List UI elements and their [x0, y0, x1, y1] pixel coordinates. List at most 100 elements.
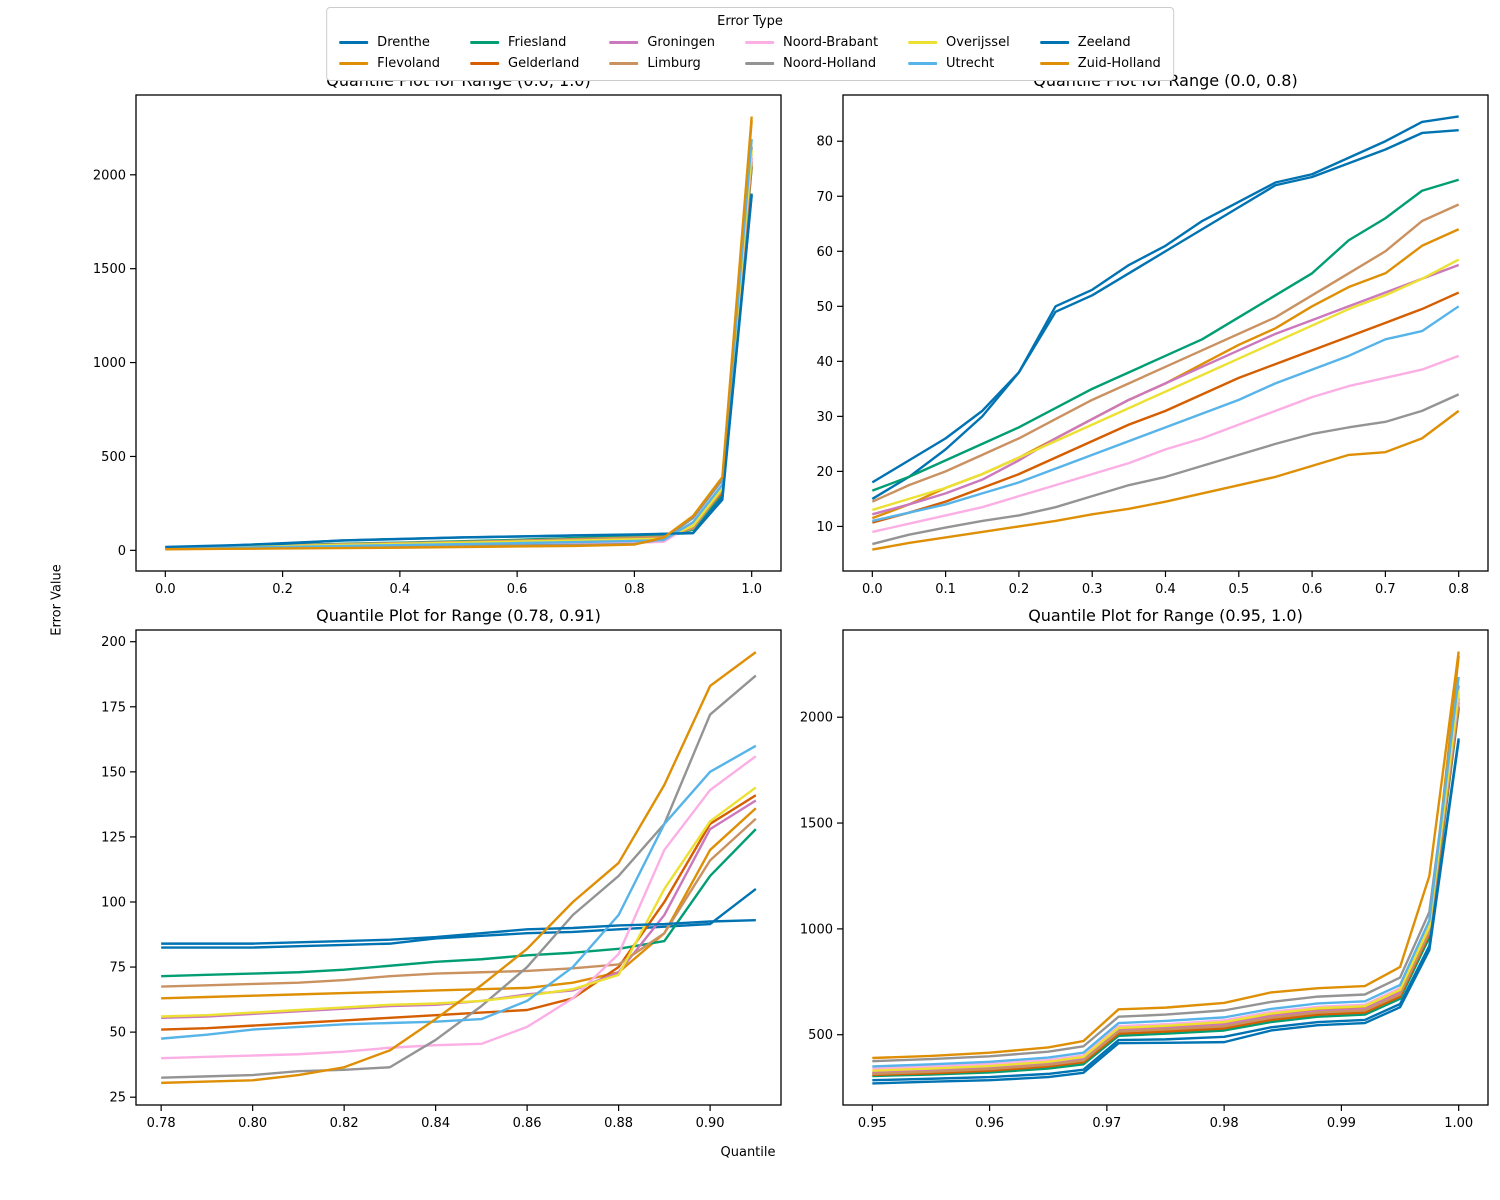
x-tick-label: 0.2 — [272, 582, 293, 597]
series-line-zuid-holland — [872, 651, 1460, 1060]
series-line-utrecht — [165, 139, 753, 550]
series-line-noord-holland — [161, 674, 757, 1079]
x-tick-label: 0.90 — [696, 1116, 725, 1131]
series-line-zeeland — [161, 919, 756, 945]
series-line-noord-brabant — [161, 755, 757, 1060]
y-tick-label: 25 — [109, 1091, 126, 1106]
x-tick-label: 0.5 — [1228, 582, 1249, 597]
legend-swatch-icon — [609, 62, 639, 65]
x-tick-label: 0.95 — [858, 1116, 887, 1131]
series-line-gelderland — [872, 291, 1460, 524]
y-tick-label: 20 — [816, 465, 833, 480]
legend-item-friesland: Friesland — [469, 32, 579, 53]
y-tick-label: 125 — [101, 830, 126, 845]
series-line-flevoland — [161, 807, 757, 1000]
series-line-noord-brabant — [165, 154, 753, 550]
y-tick-label: 150 — [101, 765, 126, 780]
series-line-noord-brabant — [872, 354, 1460, 534]
series-line-gelderland — [165, 165, 753, 550]
series-line-limburg — [871, 203, 1460, 503]
series-line-flevoland — [871, 228, 1460, 520]
x-tick-label: 0.7 — [1375, 582, 1396, 597]
x-tick-label: 0.84 — [421, 1116, 450, 1131]
series-line-friesland — [871, 178, 1460, 492]
legend-swatch-icon — [469, 41, 499, 44]
legend-item-zuid-holland: Zuid-Holland — [1039, 53, 1161, 74]
legend-swatch-icon — [609, 41, 639, 44]
series-line-overijssel — [872, 689, 1460, 1072]
x-axis-label: Quantile — [720, 1145, 776, 1160]
x-tick-label: 0.99 — [1327, 1116, 1356, 1131]
axes-border — [842, 94, 1489, 572]
series-line-zuid-holland — [872, 409, 1460, 551]
series-line-friesland — [161, 828, 757, 978]
legend-item-drenthe: Drenthe — [339, 32, 440, 53]
legend-item-gelderland: Gelderland — [469, 53, 580, 74]
legend-item-flevoland: Flevoland — [339, 53, 440, 74]
y-tick-label: 75 — [109, 961, 126, 976]
y-tick-label: 1500 — [800, 817, 833, 832]
series-line-drenthe — [871, 129, 1459, 500]
y-tick-label: 1500 — [93, 262, 126, 277]
axes-border — [135, 629, 782, 1106]
y-tick-label: 10 — [816, 520, 833, 535]
y-tick-label: 70 — [816, 190, 833, 205]
legend-swatch-icon — [339, 62, 369, 65]
axes-border — [135, 94, 782, 572]
legend-title: Error Type — [717, 14, 783, 29]
x-tick-label: 0.6 — [1302, 582, 1323, 597]
y-tick-label: 40 — [816, 355, 833, 370]
x-tick-label: 0.97 — [1092, 1116, 1121, 1131]
series-line-zeeland — [871, 115, 1459, 484]
legend-label: Friesland — [507, 35, 567, 50]
series-line-gelderland — [161, 794, 757, 1031]
series-line-drenthe — [165, 195, 753, 549]
series-line-limburg — [872, 702, 1460, 1076]
legend: Error Type Drenthe Flevoland Friesland Geld… — [326, 7, 1174, 81]
legend-item-overijssel: Overijssel — [908, 32, 1010, 53]
subplot-2: Quantile Plot for Range (0.78, 0.91) 0.78… — [101, 606, 782, 1131]
series-line-zeeland — [872, 738, 1460, 1082]
x-tick-label: 0.2 — [1009, 582, 1030, 597]
x-tick-label: 0.86 — [513, 1116, 542, 1131]
x-tick-label: 1.00 — [1444, 1116, 1473, 1131]
legend-swatch-icon — [1039, 41, 1069, 44]
legend-swatch-icon — [908, 41, 938, 44]
y-axis-label: Error Value — [49, 564, 65, 636]
legend-label: Gelderland — [507, 56, 580, 71]
series-line-zuid-holland — [161, 651, 757, 1085]
legend-label: Drenthe — [377, 35, 430, 50]
x-tick-label: 0.4 — [1155, 582, 1176, 597]
x-tick-label: 0.8 — [1448, 582, 1469, 597]
series-line-drenthe — [161, 888, 757, 949]
x-tick-label: 0.0 — [862, 582, 883, 597]
series-line-zuid-holland — [165, 116, 753, 551]
x-tick-label: 0.96 — [975, 1116, 1004, 1131]
y-tick-label: 500 — [101, 450, 126, 465]
y-tick-label: 175 — [101, 700, 126, 715]
series-line-limburg — [161, 817, 757, 988]
series-line-utrecht — [872, 305, 1460, 523]
y-tick-label: 50 — [816, 300, 833, 315]
legend-item-noord-holland: Noord-Holland — [745, 53, 878, 74]
series-line-drenthe — [872, 740, 1460, 1085]
y-tick-label: 0 — [118, 544, 126, 559]
x-tick-label: 0.1 — [935, 582, 956, 597]
legend-label: Overijssel — [946, 35, 1010, 50]
subplot-3: Quantile Plot for Range (0.95, 1.0) 0.95 0… — [800, 606, 1489, 1131]
x-tick-label: 0.80 — [238, 1116, 267, 1131]
series-line-overijssel — [165, 150, 753, 550]
legend-label: Groningen — [647, 35, 716, 50]
series-line-groningen — [872, 263, 1460, 516]
series-line-gelderland — [872, 706, 1460, 1077]
series-line-overijssel — [871, 258, 1460, 512]
x-tick-label: 0.82 — [330, 1116, 359, 1131]
legend-swatch-icon — [1039, 62, 1069, 65]
x-tick-label: 0.88 — [604, 1116, 633, 1131]
legend-swatch-icon — [745, 41, 775, 44]
legend-swatch-icon — [339, 41, 369, 44]
legend-item-limburg: Limburg — [609, 53, 715, 74]
y-tick-label: 2000 — [93, 168, 126, 183]
series-line-friesland — [165, 167, 753, 549]
